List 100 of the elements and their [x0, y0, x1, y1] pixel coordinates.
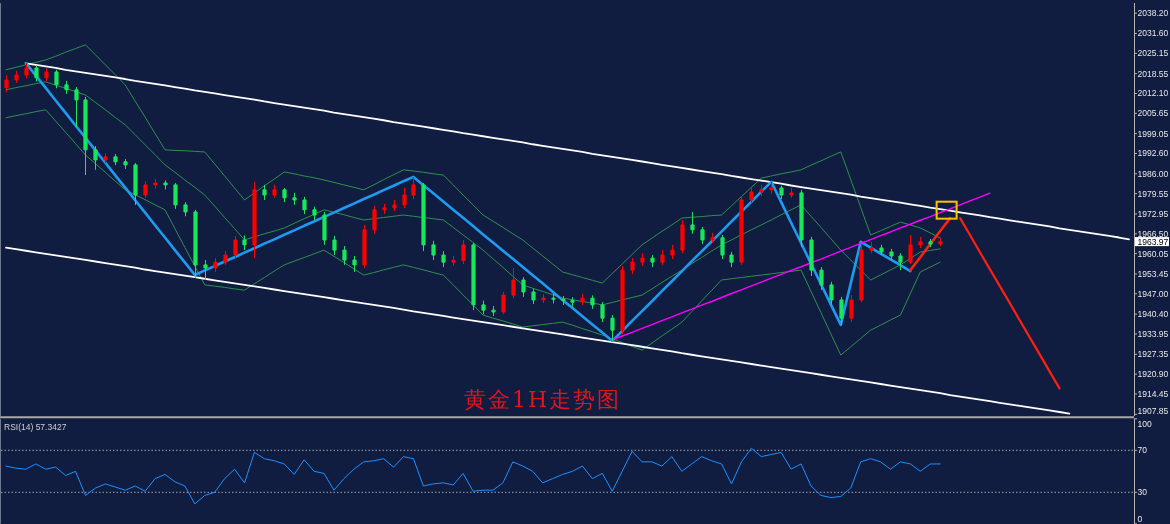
y-tick-label: 0: [1137, 513, 1143, 524]
y-tick-label: 100: [1137, 418, 1152, 429]
candlestick: [690, 211, 695, 235]
y-tick-label: 2025.15: [1137, 48, 1169, 59]
candlestick: [600, 301, 605, 323]
candlestick: [789, 187, 794, 199]
candlestick: [640, 252, 645, 267]
candlestick: [849, 294, 854, 323]
candlestick: [610, 314, 615, 342]
candlestick: [481, 300, 486, 315]
candlestick: [411, 176, 416, 200]
candlestick: [879, 244, 884, 256]
candlestick: [769, 181, 774, 195]
candlestick: [590, 294, 595, 310]
candlestick: [461, 239, 466, 265]
y-tick-label: 1966.50: [1137, 228, 1169, 239]
candlestick: [421, 182, 426, 252]
y-tick-label: 1927.35: [1137, 349, 1169, 360]
candlestick: [153, 178, 158, 190]
candlestick: [680, 219, 685, 254]
candlestick: [431, 240, 436, 261]
candlestick: [292, 192, 297, 206]
candlestick: [74, 86, 79, 128]
line-series: [5, 109, 941, 356]
candlestick: [4, 74, 9, 93]
candlestick: [839, 296, 844, 326]
candlestick: [918, 236, 923, 249]
y-tick-label: 1986.00: [1137, 168, 1169, 179]
candlestick: [580, 293, 585, 306]
y-tick-label: 1960.05: [1137, 248, 1169, 259]
chart-title: RSI(14) 57.3427: [4, 421, 67, 432]
candlestick: [183, 201, 188, 217]
candlestick: [233, 235, 238, 259]
line-series: [24, 61, 912, 343]
candlestick: [511, 267, 516, 299]
candlestick: [382, 203, 387, 215]
y-tick-label: 1972.95: [1137, 208, 1169, 219]
candlestick: [83, 96, 88, 176]
candlestick: [570, 296, 575, 308]
text: 1963.97: [1137, 236, 1169, 247]
y-tick-label: 1907.85: [1137, 406, 1169, 416]
candlestick: [749, 186, 754, 204]
candlestick: [889, 248, 894, 261]
candlestick: [700, 226, 705, 245]
candlestick: [163, 179, 168, 190]
y-tick-label: 2031.60: [1137, 28, 1169, 39]
line-series: [5, 44, 941, 284]
y-tick-label: 2005.65: [1137, 108, 1169, 119]
candlestick: [531, 288, 536, 305]
candlestick: [759, 184, 764, 197]
candlestick: [24, 62, 29, 79]
candlestick: [332, 235, 337, 256]
candlestick: [501, 291, 506, 315]
candlestick: [720, 234, 725, 260]
candlestick: [829, 281, 834, 306]
candlestick: [521, 276, 526, 298]
text: 黄金1H走势图: [463, 386, 622, 412]
y-tick-label: 2038.20: [1137, 8, 1169, 19]
y-tick-label: 1999.05: [1137, 128, 1169, 139]
candlestick: [103, 152, 108, 164]
y-tick-label: 1992.60: [1137, 148, 1169, 159]
candlestick: [630, 257, 635, 275]
candlestick: [272, 184, 277, 199]
candlestick: [928, 238, 933, 248]
candlestick: [113, 153, 118, 166]
candlestick: [551, 293, 556, 304]
candlestick: [312, 206, 317, 221]
candlestick: [173, 182, 178, 210]
candlestick: [441, 250, 446, 268]
candlestick: [302, 196, 307, 215]
y-tick-label: 2012.10: [1137, 88, 1169, 99]
candlestick: [242, 234, 247, 251]
candlestick: [938, 237, 943, 247]
candlestick: [54, 69, 59, 89]
candlestick: [123, 158, 128, 170]
y-tick-label: 30: [1137, 487, 1148, 498]
line-series: [611, 192, 991, 341]
candlestick: [34, 64, 39, 82]
candlestick: [203, 259, 208, 281]
y-tick-label: 1933.95: [1137, 328, 1169, 339]
candlestick: [262, 184, 267, 201]
candlestick: [342, 245, 347, 266]
candlestick: [859, 244, 864, 303]
candlestick: [471, 242, 476, 311]
y-tick-label: 70: [1137, 445, 1148, 456]
candlestick: [799, 189, 804, 248]
candlestick: [64, 80, 69, 95]
candlestick: [322, 211, 327, 246]
y-tick-label: 1914.45: [1137, 389, 1169, 399]
y-tick-label: 1920.90: [1137, 369, 1169, 380]
candlestick: [93, 145, 98, 171]
line-series: [5, 81, 941, 306]
candlestick: [650, 254, 655, 268]
candlestick: [193, 209, 198, 279]
candlestick: [282, 187, 287, 203]
candlestick: [451, 255, 456, 267]
candlestick: [213, 257, 218, 273]
y-tick-label: 1940.40: [1137, 309, 1169, 320]
candlestick: [739, 196, 744, 266]
candlestick: [133, 162, 138, 206]
